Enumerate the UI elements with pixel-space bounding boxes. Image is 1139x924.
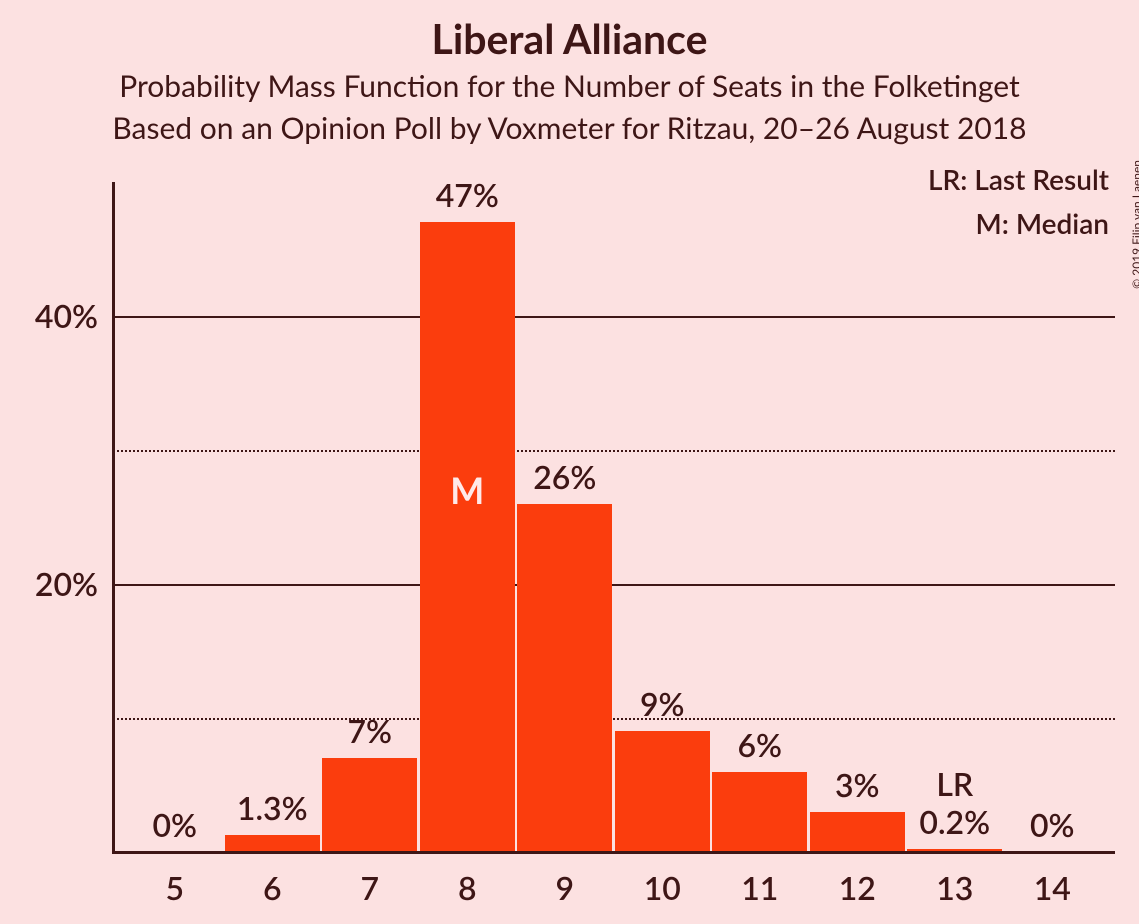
copyright: © 2019 Filip van Laenen [1129, 160, 1139, 289]
bar: M [420, 222, 515, 852]
y-axis [112, 182, 115, 852]
gridline-major [112, 584, 1115, 586]
lr-marker: LR [895, 764, 1015, 803]
bar [615, 731, 710, 852]
bar [810, 812, 905, 852]
xtick-label: 11 [711, 868, 809, 907]
chart-title: Liberal Alliance [0, 14, 1139, 63]
bar-value-label: 1.3% [212, 788, 332, 827]
xtick-label: 10 [614, 868, 712, 907]
xtick-label: 13 [906, 868, 1004, 907]
xtick-label: 9 [516, 868, 614, 907]
gridline-major [112, 316, 1115, 318]
xtick-label: 7 [321, 868, 419, 907]
x-axis [112, 851, 1115, 854]
xtick-label: 12 [809, 868, 907, 907]
xtick-label: 5 [126, 868, 224, 907]
ytick-label: 20% [8, 564, 98, 603]
bar [517, 504, 612, 852]
median-marker: M [420, 468, 515, 512]
chart-canvas: Liberal Alliance Probability Mass Functi… [0, 0, 1139, 924]
bar-value-label: 7% [310, 711, 430, 750]
ytick-label: 40% [8, 296, 98, 335]
bar [712, 772, 807, 852]
bar-value-label: 0% [992, 805, 1112, 844]
bar-value-label: 26% [505, 457, 625, 496]
chart-subtitle-1: Probability Mass Function for the Number… [0, 68, 1139, 104]
xtick-label: 8 [419, 868, 517, 907]
gridline-minor [112, 450, 1115, 452]
bar [225, 835, 320, 852]
chart-subtitle-2: Based on an Opinion Poll by Voxmeter for… [0, 110, 1139, 146]
xtick-label: 6 [224, 868, 322, 907]
bar [322, 758, 417, 852]
bar-value-label: 9% [602, 684, 722, 723]
bar-value-label: 6% [700, 725, 820, 764]
bar-value-label: 47% [407, 175, 527, 214]
plot-area: 20%40%0%51.3%67%7M47%826%99%106%113%120.… [112, 182, 1115, 852]
xtick-label: 14 [1004, 868, 1102, 907]
